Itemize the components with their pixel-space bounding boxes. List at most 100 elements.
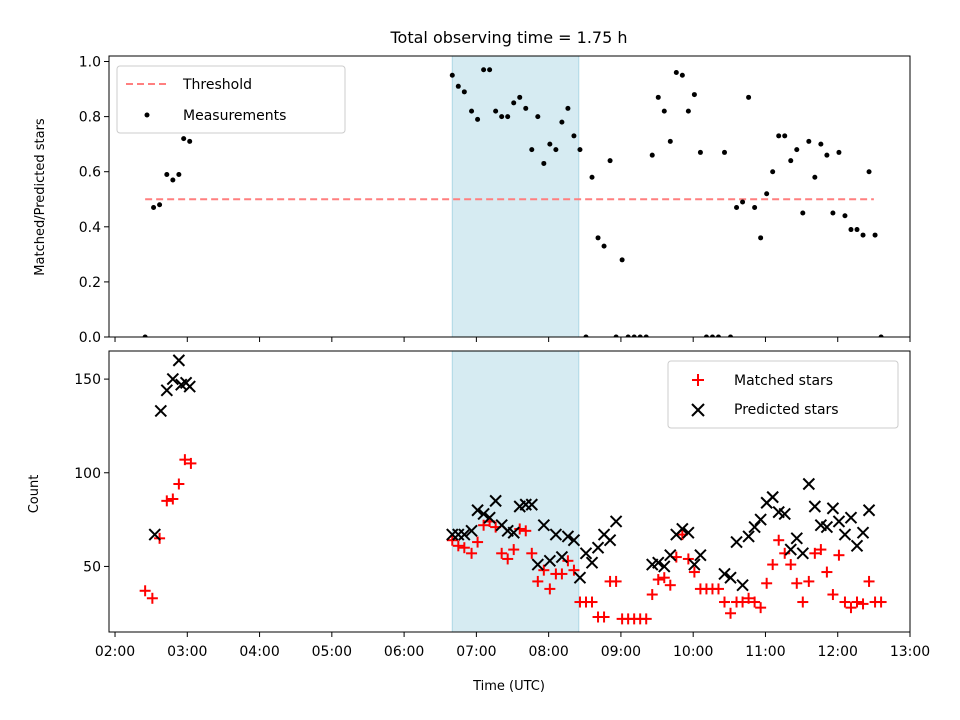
matched-star-point	[743, 592, 755, 604]
matched-star-point	[821, 566, 833, 578]
predicted-star-point	[549, 528, 563, 541]
predicted-star-point	[736, 578, 749, 592]
matched-star-point	[652, 574, 664, 586]
measurement-point	[782, 133, 788, 139]
matched-star-point	[139, 585, 151, 597]
matched-star-point	[598, 611, 610, 623]
bottom-x-axis: 02:00 03:00 04:00 05:00 06:00 07:00 08:00 09:00…	[95, 632, 930, 660]
matched-star-point	[737, 596, 749, 608]
predicted-star-point	[166, 372, 180, 386]
predicted-star-point	[862, 504, 876, 517]
top-shaded-span	[451, 55, 580, 338]
measurement-point	[734, 205, 740, 211]
measurement-point	[541, 160, 547, 166]
measurement-point	[475, 116, 481, 122]
measurement-point	[565, 105, 571, 111]
bottom-x-tick-label: 03:00	[167, 644, 207, 660]
matched-star-point	[446, 534, 458, 546]
measurement-point	[824, 152, 830, 158]
predicted-star-point	[838, 528, 852, 541]
matched-star-point	[610, 575, 622, 587]
measurement-point	[505, 114, 511, 120]
matched-star-point	[767, 559, 779, 571]
matched-star-point	[452, 540, 464, 552]
measurement-point	[758, 235, 764, 241]
top-y-tick-label: 1.0	[79, 55, 101, 71]
measurement-point	[583, 334, 589, 337]
top-chart-title: Total observing time = 1.75 h	[389, 28, 627, 47]
top-plot-frame	[108, 55, 911, 338]
predicted-star-point	[573, 571, 587, 584]
matched-star-point	[779, 547, 791, 559]
matched-star-point	[791, 577, 803, 589]
matched-star-point	[508, 544, 520, 556]
top-y-tick-label: 0.0	[79, 330, 101, 346]
measurement-point	[685, 108, 691, 114]
legend-matched-label: Matched stars	[734, 373, 833, 389]
matched-star-point	[851, 596, 863, 608]
matched-star-point	[173, 478, 185, 490]
predicted-star-point	[724, 571, 737, 584]
predicted-star-point	[591, 541, 605, 554]
predicted-star-point	[664, 548, 677, 562]
measurement-point	[577, 147, 583, 153]
measurement-point	[181, 136, 187, 142]
measurement-point	[655, 94, 661, 100]
bottom-x-tick-label: 09:00	[601, 644, 641, 660]
measurement-point	[752, 205, 758, 211]
measurement-point	[703, 334, 709, 337]
measurement-point	[455, 83, 461, 89]
predicted-star-point	[676, 522, 689, 536]
predicted-star-point	[609, 515, 623, 528]
measurement-point	[517, 94, 523, 100]
predicted-star-point	[688, 558, 701, 571]
measurement-point	[529, 147, 535, 153]
predicted-star-point	[525, 498, 538, 511]
predicted-star-point	[489, 494, 502, 508]
predicted-star-point	[766, 490, 779, 504]
top-y-tick-label: 0.8	[79, 110, 101, 126]
predicted-star-point	[658, 560, 671, 573]
measurement-point	[511, 100, 517, 106]
measurement-point	[697, 149, 703, 155]
top-legend: Threshold Measurements	[116, 65, 346, 134]
measurement-point	[151, 205, 157, 211]
measurement-point	[547, 141, 553, 147]
bottom-x-tick-label: 13:00	[890, 644, 930, 660]
matched-star-point	[761, 577, 773, 589]
predicted-star-point	[561, 530, 575, 543]
bottom-y-tick-label: 50	[83, 559, 101, 575]
measurement-point	[854, 227, 860, 233]
measurement-point	[625, 334, 631, 337]
predicted-star-point	[832, 515, 846, 528]
predicted-star-point	[531, 558, 545, 571]
measurement-point	[860, 232, 866, 238]
matched-star-point	[803, 575, 815, 587]
measurement-point	[461, 89, 467, 95]
top-x-ticks	[114, 337, 911, 342]
measurement-point	[481, 67, 487, 73]
legend-predicted-label: Predicted stars	[734, 402, 839, 418]
measurement-point	[637, 334, 643, 337]
legend-threshold-label: Threshold	[182, 77, 252, 93]
matched-star-point	[466, 547, 478, 559]
bottom-y-tick-label: 100	[74, 466, 101, 482]
measurement-point	[842, 213, 848, 219]
matched-star-point	[712, 583, 724, 595]
matched-star-point	[526, 547, 538, 559]
bottom-x-tick-label: 02:00	[95, 644, 135, 660]
measurement-point	[170, 177, 176, 183]
measurement-point	[800, 210, 806, 216]
predicted-star-point	[555, 550, 569, 564]
matched-star-point	[797, 596, 809, 608]
measurement-point	[157, 202, 163, 208]
measurement-point	[631, 334, 637, 337]
predicted-star-point	[694, 548, 707, 562]
legend-measurements-label: Measurements	[183, 108, 286, 124]
matched-star-point	[478, 519, 490, 531]
measurement-point	[595, 235, 601, 241]
measurement-point	[643, 334, 649, 337]
bottom-x-tick-label: 06:00	[384, 644, 424, 660]
matched-star-point	[664, 579, 676, 591]
predicted-star-point	[160, 384, 174, 397]
